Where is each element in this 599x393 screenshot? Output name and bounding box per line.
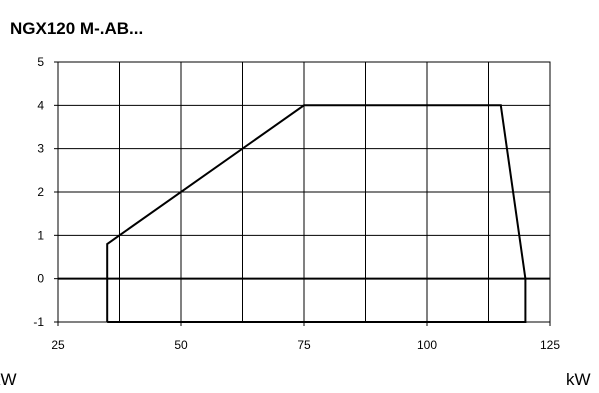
y-tick-label: 3 xyxy=(37,142,44,156)
envelope-line xyxy=(106,104,527,323)
x-axis-unit-right: kW xyxy=(566,370,591,389)
x-tick-label: 125 xyxy=(540,338,560,352)
y-tick-label: 5 xyxy=(37,55,44,69)
tick-marks xyxy=(54,61,551,326)
x-tick-labels: 25 50 75 100 125 xyxy=(51,338,560,352)
chart-title: NGX120 M-.AB... xyxy=(10,19,144,38)
x-tick-label: 100 xyxy=(417,338,437,352)
y-tick-label: 1 xyxy=(37,228,44,242)
grid-lines xyxy=(58,62,550,322)
y-tick-label: 2 xyxy=(37,185,44,199)
x-tick-label: 50 xyxy=(174,338,188,352)
y-tick-label: 4 xyxy=(37,98,44,112)
y-tick-label: 0 xyxy=(37,272,44,286)
x-tick-label: 25 xyxy=(51,338,65,352)
x-tick-label: 75 xyxy=(297,338,311,352)
series-group xyxy=(106,104,527,323)
x-axis-unit-left: kW xyxy=(0,370,17,389)
y-tick-labels: 5 4 3 2 1 0 -1 xyxy=(33,55,44,329)
y-tick-label: -1 xyxy=(33,315,44,329)
